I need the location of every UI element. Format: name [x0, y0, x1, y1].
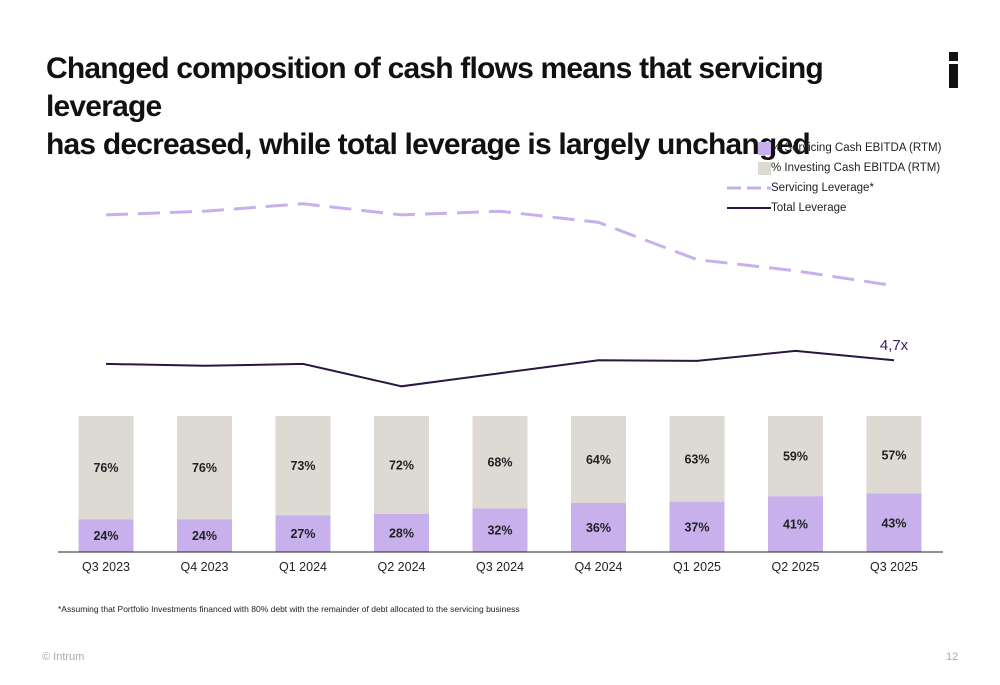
data-label-servicing: 27% — [290, 527, 315, 541]
x-tick-label: Q4 2023 — [181, 560, 229, 574]
line-servicing-leverage — [105, 202, 895, 288]
bar-investing — [669, 416, 725, 502]
bar-investing — [374, 416, 429, 514]
leverage-chart: 24% 76% Q3 2023 24% 76% Q4 2023 27% 73% Q1 2024 2… — [58, 202, 943, 574]
annotation-total-leverage: 4,7x — [880, 337, 909, 354]
bar-servicing — [275, 515, 331, 552]
bar-investing — [78, 416, 134, 520]
legend-swatch-investing — [758, 161, 771, 175]
bar-investing — [571, 416, 626, 504]
data-label-servicing: 36% — [586, 521, 611, 535]
bar-investing — [275, 416, 331, 516]
x-tick-label: Q1 2024 — [279, 560, 327, 574]
bar-investing — [866, 416, 922, 494]
data-label-servicing: 37% — [684, 520, 709, 534]
bar-servicing — [768, 496, 823, 552]
page-title-line-2: has decreased, while total leverage is l… — [46, 128, 811, 161]
legend-label-servicing: % Servicing Cash EBITDA (RTM) — [771, 142, 942, 154]
legend-item-total-leverage: Total Leverage — [727, 198, 941, 218]
legend-swatch-total-leverage — [727, 207, 771, 209]
bar-servicing — [78, 519, 134, 552]
data-label-investing: 72% — [389, 458, 414, 472]
data-label-investing: 68% — [487, 456, 512, 470]
data-label-investing: 57% — [881, 448, 906, 462]
page-title-line-1: Changed composition of cash flows means … — [46, 52, 824, 123]
x-tick-label: Q4 2024 — [575, 560, 623, 574]
bar-servicing — [571, 503, 626, 552]
bar-servicing — [669, 501, 725, 552]
copyright: © Intrum — [42, 651, 85, 663]
data-label-investing: 64% — [586, 453, 611, 467]
data-label-investing: 73% — [290, 459, 315, 473]
x-tick-label: Q3 2025 — [870, 560, 918, 574]
bar-servicing — [177, 519, 232, 552]
data-label-investing: 76% — [93, 461, 118, 475]
x-tick-label: Q2 2024 — [378, 560, 426, 574]
x-tick-label: Q3 2024 — [476, 560, 524, 574]
legend-label-investing: % Investing Cash EBITDA (RTM) — [771, 162, 941, 174]
data-label-investing: 63% — [684, 452, 709, 466]
bar-investing — [768, 416, 823, 497]
data-label-servicing: 24% — [192, 529, 217, 543]
data-label-servicing: 24% — [93, 529, 118, 543]
x-tick-label: Q2 2025 — [772, 560, 820, 574]
legend-swatch-servicing-leverage — [727, 186, 771, 190]
bar-servicing — [472, 508, 528, 552]
data-label-servicing: 32% — [487, 524, 512, 538]
x-tick-label: Q3 2023 — [82, 560, 130, 574]
data-label-servicing: 41% — [783, 518, 808, 532]
legend-swatch-servicing — [758, 141, 771, 155]
data-label-servicing: 28% — [389, 526, 414, 540]
legend-label-servicing-leverage: Servicing Leverage* — [771, 182, 874, 194]
legend-label-total-leverage: Total Leverage — [771, 202, 847, 214]
legend-item-servicing-leverage: Servicing Leverage* — [727, 178, 941, 198]
bar-investing — [472, 416, 528, 509]
page-title: Changed composition of cash flows means … — [46, 50, 906, 164]
x-tick-label: Q1 2025 — [673, 560, 721, 574]
bar-servicing — [374, 513, 429, 552]
data-label-servicing: 43% — [881, 516, 906, 530]
chart-legend: % Servicing Cash EBITDA (RTM) % Investin… — [727, 138, 941, 218]
page-number: 12 — [946, 651, 959, 663]
line-total-leverage — [105, 349, 895, 388]
bar-investing — [177, 416, 232, 520]
legend-item-servicing: % Servicing Cash EBITDA (RTM) — [727, 138, 941, 158]
footnote: *Assuming that Portfolio Investments fin… — [58, 604, 520, 614]
bar-servicing — [866, 493, 922, 552]
data-label-investing: 76% — [192, 461, 217, 475]
intrum-logo-icon — [949, 52, 958, 88]
legend-item-investing: % Investing Cash EBITDA (RTM) — [727, 158, 941, 178]
data-label-investing: 59% — [783, 450, 808, 464]
